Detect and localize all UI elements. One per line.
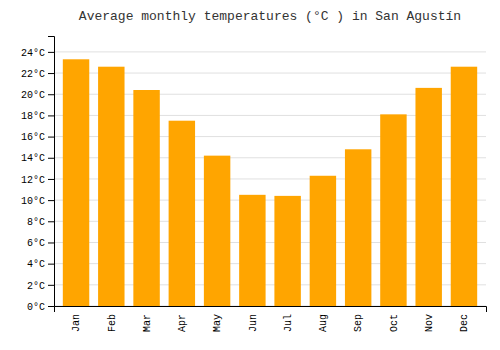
bar <box>239 195 265 306</box>
tick-mark <box>48 200 54 201</box>
bar <box>415 88 441 306</box>
tick: 14°C <box>21 153 54 164</box>
tick-label: Aug <box>318 314 329 332</box>
bar <box>63 59 89 306</box>
y-axis: 0°C 2°C 4°C 6°C 8°C 10°C 12°C 14°C 16°C 18°C 20°C 2… <box>21 37 55 313</box>
tick: 6°C <box>27 238 54 249</box>
tick-label: 16°C <box>21 132 45 143</box>
tick-label: Jan <box>71 314 82 332</box>
tick-mark <box>48 179 54 180</box>
tick-label: Mar <box>142 314 153 332</box>
tick: 10°C <box>21 196 54 207</box>
tick-mark <box>48 137 54 138</box>
tick: May <box>212 314 223 332</box>
tick-mark <box>48 242 54 243</box>
bar <box>310 176 336 306</box>
tick: 8°C <box>27 217 54 228</box>
tick-label: 18°C <box>21 111 45 122</box>
tick-label: 12°C <box>21 175 45 186</box>
tick: Sep <box>353 314 364 332</box>
tick-label: Jul <box>283 314 294 332</box>
bar <box>169 121 195 306</box>
tick: 16°C <box>21 132 54 143</box>
tick-label: 22°C <box>21 69 45 80</box>
tick-label: Dec <box>459 314 470 332</box>
tick: 4°C <box>27 259 54 270</box>
tick-label: May <box>212 314 223 332</box>
bar <box>451 67 477 306</box>
title: Average monthly temperatures (°C ) in Sa… <box>79 9 461 24</box>
tick-label: 20°C <box>21 90 45 101</box>
tick-mark <box>48 73 54 74</box>
tick: 18°C <box>21 111 54 122</box>
bar <box>133 90 159 306</box>
tick-mark <box>48 52 54 53</box>
tick-label: Sep <box>353 314 364 332</box>
tick-label: 2°C <box>27 281 45 292</box>
bar <box>98 67 124 306</box>
tick: 22°C <box>21 69 54 80</box>
tick: Apr <box>177 314 188 332</box>
chart: 0°C 2°C 4°C 6°C 8°C 10°C 12°C 14°C 16°C 18°C 20°C 2… <box>0 0 500 350</box>
tick-label: Feb <box>107 314 118 332</box>
tick: Mar <box>142 314 153 332</box>
tick-label: 10°C <box>21 196 45 207</box>
tick: Jul <box>283 314 294 332</box>
tick-label: 4°C <box>27 259 45 270</box>
bar <box>345 149 371 306</box>
tick-label: 14°C <box>21 153 45 164</box>
axis-line <box>55 307 487 313</box>
x-axis: Jan Feb Mar Apr May Jun Jul Aug Sep Oct Nov Dec <box>55 307 487 333</box>
tick-mark <box>48 264 54 265</box>
tick: Feb <box>107 314 118 332</box>
tick-mark <box>48 285 54 286</box>
tick: Jun <box>248 314 259 332</box>
tick-mark <box>48 306 54 307</box>
tick: Oct <box>389 314 400 332</box>
bar <box>204 156 230 306</box>
tick: 12°C <box>21 175 54 186</box>
grid-line <box>54 51 486 52</box>
tick-label: 8°C <box>27 217 45 228</box>
tick: 0°C <box>27 302 54 313</box>
tick: Nov <box>424 314 435 332</box>
tick: Jan <box>71 314 82 332</box>
bar <box>380 114 406 306</box>
tick-label: Oct <box>389 314 400 332</box>
tick: 2°C <box>27 281 54 292</box>
tick: Aug <box>318 314 329 332</box>
tick-label: Jun <box>248 314 259 332</box>
tick: 20°C <box>21 90 54 101</box>
tick-label: Apr <box>177 314 188 332</box>
tick-label: Nov <box>424 314 435 332</box>
tick-mark <box>48 221 54 222</box>
tick-label: 6°C <box>27 238 45 249</box>
tick-label: 24°C <box>21 48 45 59</box>
tick-mark <box>48 115 54 116</box>
tick-label: 0°C <box>27 302 45 313</box>
tick-mark <box>48 94 54 95</box>
tick-mark <box>48 158 54 159</box>
bar <box>274 196 300 306</box>
axis-line <box>48 37 55 307</box>
tick: 24°C <box>21 48 54 59</box>
tick: Dec <box>459 314 470 332</box>
plot-area <box>63 59 477 306</box>
grid <box>54 52 486 306</box>
